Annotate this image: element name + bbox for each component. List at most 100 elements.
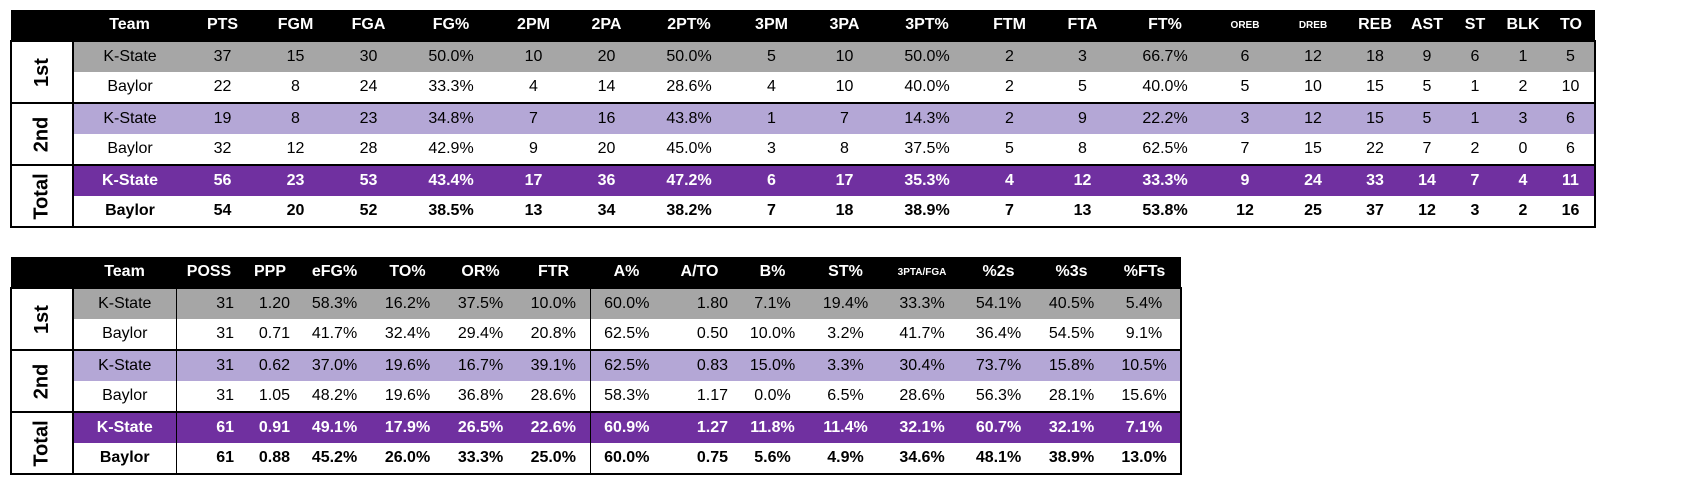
stat-3pa: 8: [808, 134, 881, 166]
stat-fgm: 15: [259, 40, 332, 72]
stat-efg-pct: 48.2%: [298, 381, 371, 413]
stat-pct2s: 54.1%: [962, 287, 1035, 319]
header-efg-pct: eFG%: [298, 257, 371, 288]
stat-pts: 19: [186, 102, 259, 134]
team-name: K-State: [73, 287, 176, 319]
stat-ftm: 2: [973, 102, 1046, 134]
stat-3pa: 18: [808, 196, 881, 228]
header-3pm: 3PM: [735, 10, 808, 41]
stat-to: 6: [1547, 102, 1596, 134]
stat-ft-pct: 40.0%: [1119, 72, 1211, 104]
stat-fta: 13: [1046, 196, 1119, 228]
stat-ft-pct: 66.7%: [1119, 40, 1211, 72]
team-name: Baylor: [73, 196, 186, 228]
stat-oreb: 9: [1211, 164, 1279, 196]
stat-dreb: 24: [1279, 164, 1347, 196]
stat-to-pct: 32.4%: [371, 319, 444, 351]
stat-3pta-fga: 41.7%: [882, 319, 962, 351]
stat-2pa: 20: [570, 134, 643, 166]
header-to: TO: [1547, 10, 1595, 41]
stat-dreb: 15: [1279, 134, 1347, 166]
stat-st-pct: 19.4%: [809, 287, 882, 319]
table-row: 2nd K-State 19 8 23 34.8% 7 16 43.8% 1 7 14.3% 2 9 22.…: [10, 102, 1596, 166]
stat-3pt-pct: 50.0%: [881, 40, 973, 72]
stat-ftr: 25.0%: [517, 443, 590, 475]
header-2pt-pct: 2PT%: [643, 10, 735, 41]
stat-dreb: 10: [1279, 72, 1347, 104]
stat-3pta-fga: 30.4%: [882, 349, 962, 381]
stat-3pa: 17: [808, 164, 881, 196]
table-row: Baylor 22 8 24 33.3% 4 14 28.6% 4 10 40.0% 2 5 40.0% 5…: [11, 72, 1596, 104]
stat-st: 6: [1451, 40, 1499, 72]
stat-2pt-pct: 47.2%: [643, 164, 735, 196]
stat-oreb: 5: [1211, 72, 1279, 104]
header-ft-pct: FT%: [1119, 10, 1211, 41]
header-dreb: DREB: [1279, 10, 1347, 41]
table-row: Total K-State 61 0.91 49.1% 17.9% 26.5% 22.6% 60…: [10, 411, 1182, 475]
stat-ast: 7: [1403, 134, 1451, 166]
table-row: Baylor 31 0.71 41.7% 32.4% 29.4% 20.8% 62.5% 0.5…: [11, 319, 1182, 351]
header-or-pct: OR%: [444, 257, 517, 288]
stat-ast: 9: [1403, 40, 1451, 72]
stat-efg-pct: 49.1%: [298, 411, 371, 443]
stat-st-pct: 11.4%: [809, 411, 882, 443]
stat-a-pct: 60.0%: [589, 287, 663, 319]
stat-oreb: 6: [1211, 40, 1279, 72]
stat-2pa: 16: [570, 102, 643, 134]
stat-blk: 3: [1499, 102, 1547, 134]
header-3pt-pct: 3PT%: [881, 10, 973, 41]
stat-oreb: 3: [1211, 102, 1279, 134]
stat-pct2s: 36.4%: [962, 319, 1035, 351]
stat-3pt-pct: 38.9%: [881, 196, 973, 228]
stat-fg-pct: 38.5%: [405, 196, 497, 228]
stat-a-pct: 62.5%: [589, 319, 663, 351]
stat-pctfts: 10.5%: [1108, 349, 1182, 381]
stat-a-to: 1.27: [663, 411, 736, 443]
stat-st-pct: 3.3%: [809, 349, 882, 381]
stat-3pm: 3: [735, 134, 808, 166]
stat-or-pct: 37.5%: [444, 287, 517, 319]
stat-oreb: 12: [1211, 196, 1279, 228]
stat-poss: 31: [175, 349, 242, 381]
stat-pctfts: 9.1%: [1108, 319, 1182, 351]
team-name: K-State: [73, 40, 186, 72]
stat-pct3s: 38.9%: [1035, 443, 1108, 475]
stat-ftr: 20.8%: [517, 319, 590, 351]
stat-dreb: 25: [1279, 196, 1347, 228]
stat-fgm: 8: [259, 102, 332, 134]
header-2pm: 2PM: [497, 10, 570, 41]
stat-poss: 31: [175, 319, 242, 351]
stat-poss: 31: [175, 287, 242, 319]
stat-3pta-fga: 32.1%: [882, 411, 962, 443]
header-fga: FGA: [332, 10, 405, 41]
header-b-pct: B%: [736, 257, 809, 288]
stat-2pm: 17: [497, 164, 570, 196]
stat-fga: 30: [332, 40, 405, 72]
team-name: K-State: [73, 102, 186, 134]
stat-dreb: 12: [1279, 40, 1347, 72]
stat-to: 10: [1547, 72, 1596, 104]
stat-2pm: 13: [497, 196, 570, 228]
header-blk: BLK: [1499, 10, 1547, 41]
stat-a-to: 0.83: [663, 349, 736, 381]
stat-fga: 28: [332, 134, 405, 166]
stat-pts: 37: [186, 40, 259, 72]
stat-pctfts: 13.0%: [1108, 443, 1182, 475]
period-label-text: 1st: [30, 57, 53, 87]
stat-ft-pct: 53.8%: [1119, 196, 1211, 228]
header-to-pct: TO%: [371, 257, 444, 288]
header-fta: FTA: [1046, 10, 1119, 41]
period-label-text: 1st: [30, 304, 53, 334]
stat-to-pct: 19.6%: [371, 381, 444, 413]
stat-3pt-pct: 40.0%: [881, 72, 973, 104]
stat-fg-pct: 50.0%: [405, 40, 497, 72]
table-row: Baylor 61 0.88 45.2% 26.0% 33.3% 25.0% 60.0% 0.7…: [11, 443, 1182, 475]
corner-cell: [11, 257, 73, 288]
header-ftm: FTM: [973, 10, 1046, 41]
header-st-pct: ST%: [809, 257, 882, 288]
stat-2pm: 4: [497, 72, 570, 104]
stat-st: 1: [1451, 72, 1499, 104]
period-label: 2nd: [10, 349, 74, 413]
stat-ppp: 0.91: [242, 411, 298, 443]
stat-ftm: 4: [973, 164, 1046, 196]
